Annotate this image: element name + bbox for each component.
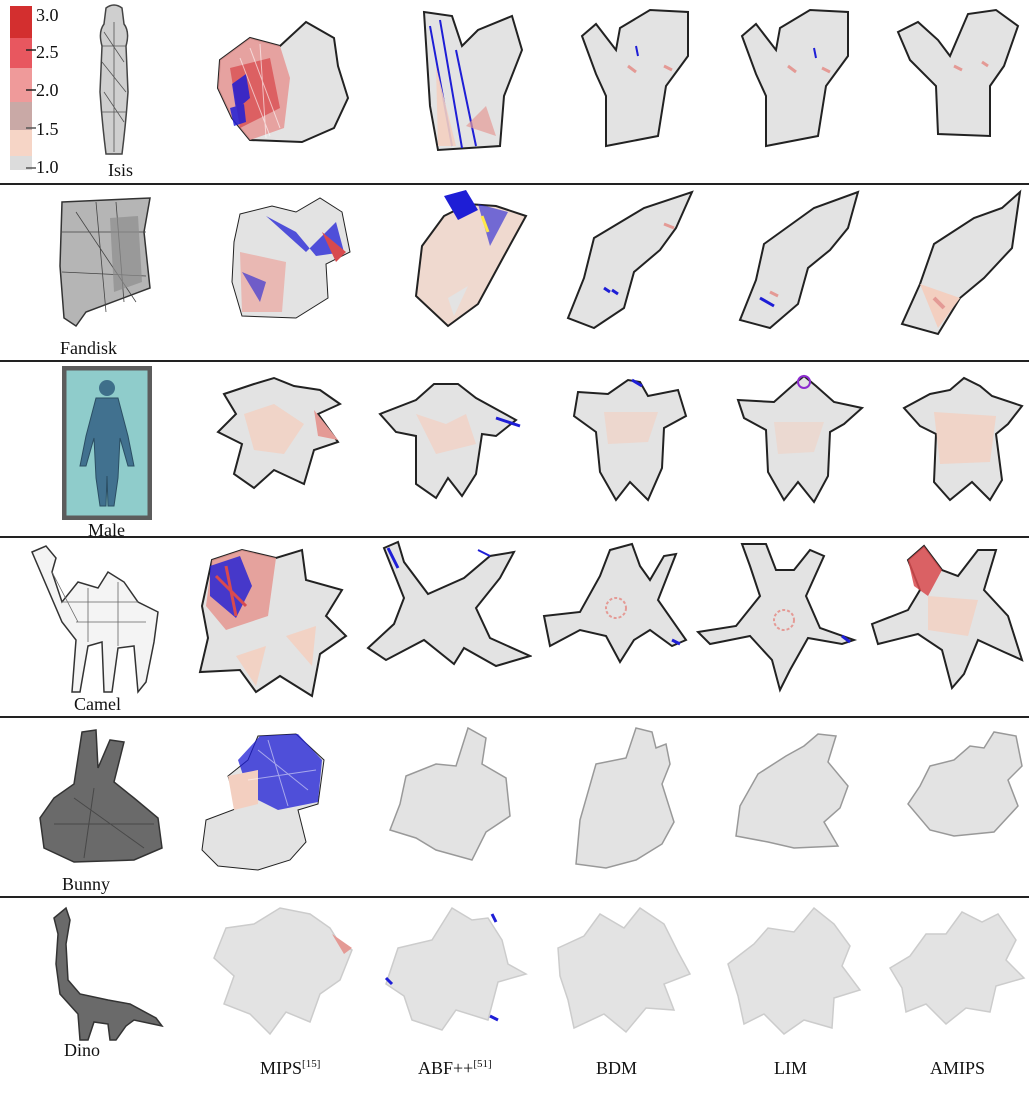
model-label-bunny: Bunny [62,874,111,894]
legend-tick-3.0: 3.0 [36,5,59,25]
method-label-mips: MIPS[15] [260,1058,321,1078]
camel-abf-parameterization [366,540,532,668]
male-model-render [62,366,152,520]
fandisk-model-render [59,197,151,328]
dino-model-render [53,906,164,1041]
method-label-bdm: BDM [596,1058,638,1078]
fandisk-lim-parameterization [738,190,860,330]
bunny-model-render [39,729,163,863]
bunny-bdm-parameterization [575,727,675,869]
male-mips-parameterization [216,376,343,490]
bunny-amips-parameterization [907,731,1023,837]
male-amips-parameterization [902,376,1024,502]
male-abf-parameterization [378,383,521,500]
row-divider [0,536,1029,538]
distortion-color-legend: 3.0 2.5 2.0 1.5 1.0 [0,0,70,178]
row-divider [0,360,1029,362]
row-divider [0,183,1029,185]
camel-lim-parameterization [695,543,858,693]
isis-bdm-parameterization [580,8,689,148]
bunny-abf-parameterization [389,726,511,861]
legend-color-bar [10,6,36,170]
model-label-male: Male [88,520,125,540]
row-divider [0,716,1029,718]
bunny-mips-parameterization [201,733,325,871]
isis-mips-parameterization [216,20,350,144]
method-label-abf: ABF++[51] [418,1058,492,1078]
isis-model-render [99,4,129,155]
legend-tick-1.0: 1.0 [36,157,59,177]
dino-amips-parameterization [888,911,1026,1026]
camel-mips-parameterization [198,548,348,698]
fandisk-mips-parameterization [231,197,351,319]
method-label-lim: LIM [774,1058,807,1078]
fandisk-amips-parameterization [900,189,1022,336]
method-label-amips: AMIPS [930,1058,986,1078]
row-divider [0,896,1029,898]
dino-lim-parameterization [727,906,862,1035]
model-label-camel: Camel [74,694,121,714]
dino-mips-parameterization [213,907,353,1036]
legend-tick-2.0: 2.0 [36,80,59,100]
camel-amips-parameterization [870,544,1024,690]
legend-tick-1.5: 1.5 [36,119,59,139]
dino-bdm-parameterization [557,906,692,1034]
fandisk-bdm-parameterization [566,190,694,330]
legend-tick-2.5: 2.5 [36,42,59,62]
model-label-isis: Isis [108,160,134,180]
isis-amips-parameterization [896,8,1020,138]
camel-bdm-parameterization [542,542,688,664]
model-label-dino: Dino [64,1040,100,1060]
isis-abf-parameterization [422,10,524,152]
male-lim-parameterization [736,374,865,504]
male-bdm-parameterization [572,378,688,502]
camel-model-render [31,545,159,694]
dino-abf-parameterization [384,906,528,1031]
fandisk-abf-parameterization [414,190,528,328]
bunny-lim-parameterization [735,733,849,849]
isis-lim-parameterization [740,8,849,148]
model-label-fandisk: Fandisk [60,338,118,358]
